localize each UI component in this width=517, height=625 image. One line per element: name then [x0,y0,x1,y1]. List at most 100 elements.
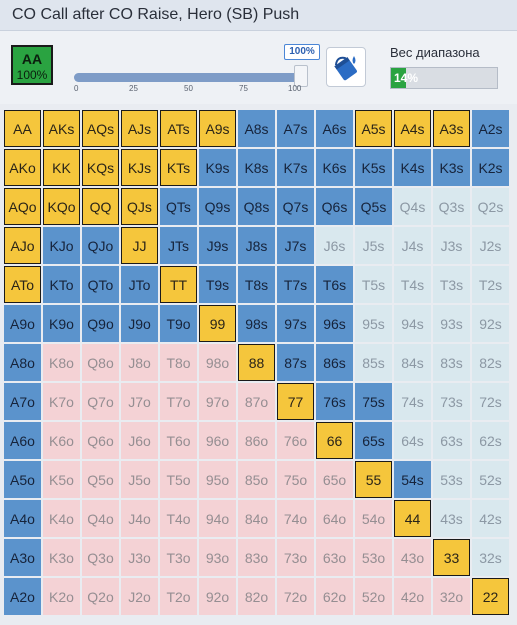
hand-cell-53s[interactable]: 53s [433,461,470,498]
hand-cell-t9s[interactable]: T9s [199,266,236,303]
hand-cell-98s[interactable]: 98s [238,305,275,342]
hand-cell-63o[interactable]: 63o [316,539,353,576]
hand-cell-tt[interactable]: TT [160,266,197,303]
hand-cell-k9o[interactable]: K9o [43,305,80,342]
hand-cell-a8s[interactable]: A8s [238,110,275,147]
hand-cell-42o[interactable]: 42o [394,578,431,615]
hand-cell-ats[interactable]: ATs [160,110,197,147]
selected-hand-badge[interactable]: AA 100% [11,45,53,85]
hand-cell-t3o[interactable]: T3o [160,539,197,576]
hand-cell-43o[interactable]: 43o [394,539,431,576]
hand-cell-84s[interactable]: 84s [394,344,431,381]
hand-cell-j5s[interactable]: J5s [355,227,392,264]
hand-cell-74s[interactable]: 74s [394,383,431,420]
hand-cell-q8o[interactable]: Q8o [82,344,119,381]
hand-cell-44[interactable]: 44 [394,500,431,537]
hand-cell-t2s[interactable]: T2s [472,266,509,303]
hand-cell-q6o[interactable]: Q6o [82,422,119,459]
hand-cell-kqo[interactable]: KQo [43,188,80,225]
hand-cell-k9s[interactable]: K9s [199,149,236,186]
hand-cell-kk[interactable]: KK [43,149,80,186]
hand-cell-a2s[interactable]: A2s [472,110,509,147]
hand-cell-94s[interactable]: 94s [394,305,431,342]
hand-cell-q3o[interactable]: Q3o [82,539,119,576]
hand-cell-62s[interactable]: 62s [472,422,509,459]
hand-cell-q2o[interactable]: Q2o [82,578,119,615]
hand-cell-jj[interactable]: JJ [121,227,158,264]
hand-cell-t7s[interactable]: T7s [277,266,314,303]
hand-cell-k7s[interactable]: K7s [277,149,314,186]
hand-cell-aks[interactable]: AKs [43,110,80,147]
hand-cell-a3s[interactable]: A3s [433,110,470,147]
hand-cell-a9s[interactable]: A9s [199,110,236,147]
hand-cell-k8s[interactable]: K8s [238,149,275,186]
hand-cell-65o[interactable]: 65o [316,461,353,498]
hand-cell-86s[interactable]: 86s [316,344,353,381]
hand-cell-73s[interactable]: 73s [433,383,470,420]
hand-cell-75o[interactable]: 75o [277,461,314,498]
hand-cell-aqo[interactable]: AQo [4,188,41,225]
hand-cell-t8s[interactable]: T8s [238,266,275,303]
hand-cell-qto[interactable]: QTo [82,266,119,303]
hand-cell-t7o[interactable]: T7o [160,383,197,420]
hand-cell-93o[interactable]: 93o [199,539,236,576]
hand-cell-97o[interactable]: 97o [199,383,236,420]
hand-cell-q7o[interactable]: Q7o [82,383,119,420]
hand-cell-kjs[interactable]: KJs [121,149,158,186]
hand-cell-76o[interactable]: 76o [277,422,314,459]
hand-cell-j4o[interactable]: J4o [121,500,158,537]
hand-cell-q8s[interactable]: Q8s [238,188,275,225]
hand-cell-q9o[interactable]: Q9o [82,305,119,342]
hand-cell-j6o[interactable]: J6o [121,422,158,459]
hand-cell-ato[interactable]: ATo [4,266,41,303]
hand-cell-53o[interactable]: 53o [355,539,392,576]
hand-cell-92s[interactable]: 92s [472,305,509,342]
hand-cell-a6o[interactable]: A6o [4,422,41,459]
hand-cell-qts[interactable]: QTs [160,188,197,225]
hand-cell-j2s[interactable]: J2s [472,227,509,264]
hand-cell-t8o[interactable]: T8o [160,344,197,381]
hand-cell-q2s[interactable]: Q2s [472,188,509,225]
weight-slider-handle[interactable] [294,65,308,87]
hand-cell-43s[interactable]: 43s [433,500,470,537]
hand-cell-32s[interactable]: 32s [472,539,509,576]
hand-cell-k6s[interactable]: K6s [316,149,353,186]
hand-cell-q3s[interactable]: Q3s [433,188,470,225]
hand-cell-72o[interactable]: 72o [277,578,314,615]
hand-cell-q5o[interactable]: Q5o [82,461,119,498]
hand-cell-k7o[interactable]: K7o [43,383,80,420]
hand-cell-q9s[interactable]: Q9s [199,188,236,225]
hand-cell-a4o[interactable]: A4o [4,500,41,537]
hand-cell-a7o[interactable]: A7o [4,383,41,420]
hand-cell-83o[interactable]: 83o [238,539,275,576]
hand-cell-t5s[interactable]: T5s [355,266,392,303]
hand-cell-k2o[interactable]: K2o [43,578,80,615]
hand-cell-kjo[interactable]: KJo [43,227,80,264]
hand-cell-t9o[interactable]: T9o [160,305,197,342]
hand-cell-32o[interactable]: 32o [433,578,470,615]
hand-cell-a5s[interactable]: A5s [355,110,392,147]
hand-cell-64o[interactable]: 64o [316,500,353,537]
hand-cell-jto[interactable]: JTo [121,266,158,303]
hand-cell-97s[interactable]: 97s [277,305,314,342]
hand-cell-q4s[interactable]: Q4s [394,188,431,225]
hand-cell-99[interactable]: 99 [199,305,236,342]
hand-cell-t3s[interactable]: T3s [433,266,470,303]
hand-cell-j9s[interactable]: J9s [199,227,236,264]
hand-cell-73o[interactable]: 73o [277,539,314,576]
hand-cell-kto[interactable]: KTo [43,266,80,303]
hand-cell-33[interactable]: 33 [433,539,470,576]
hand-cell-66[interactable]: 66 [316,422,353,459]
hand-cell-k3s[interactable]: K3s [433,149,470,186]
hand-cell-j8o[interactable]: J8o [121,344,158,381]
hand-cell-kts[interactable]: KTs [160,149,197,186]
hand-cell-j5o[interactable]: J5o [121,461,158,498]
hand-cell-a9o[interactable]: A9o [4,305,41,342]
hand-cell-k8o[interactable]: K8o [43,344,80,381]
hand-cell-95o[interactable]: 95o [199,461,236,498]
hand-cell-t4s[interactable]: T4s [394,266,431,303]
hand-cell-k2s[interactable]: K2s [472,149,509,186]
hand-cell-95s[interactable]: 95s [355,305,392,342]
hand-cell-42s[interactable]: 42s [472,500,509,537]
hand-cell-j7o[interactable]: J7o [121,383,158,420]
